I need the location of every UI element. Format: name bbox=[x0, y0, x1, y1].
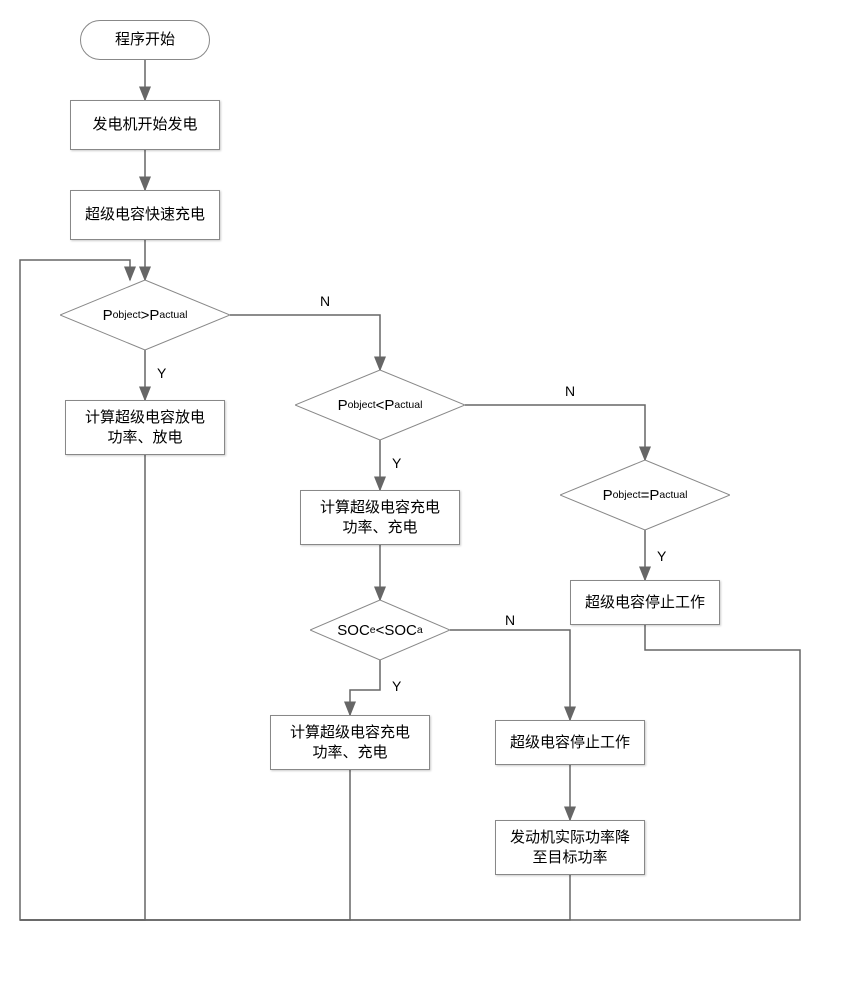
arrow-10 bbox=[465, 405, 645, 460]
edge-label-d1_n: N bbox=[320, 293, 330, 309]
process-calc_ch1: 计算超级电容充电功率、充电 bbox=[300, 490, 460, 545]
process-calc_ch2: 计算超级电容充电功率、充电 bbox=[270, 715, 430, 770]
arrow-4 bbox=[20, 260, 145, 920]
process-calc_dis: 计算超级电容放电功率、放电 bbox=[65, 400, 225, 455]
arrow-9 bbox=[20, 770, 350, 920]
terminator-start: 程序开始 bbox=[80, 20, 210, 60]
edge-label-d4_n: N bbox=[505, 612, 515, 628]
decision-d1: Pobject>Pactual bbox=[60, 280, 230, 350]
arrow-12 bbox=[20, 625, 800, 920]
edge-label-d2_y: Y bbox=[392, 455, 401, 471]
process-engine: 发动机实际功率降至目标功率 bbox=[495, 820, 645, 875]
edge-label-d4_y: Y bbox=[392, 678, 401, 694]
process-stop2: 超级电容停止工作 bbox=[495, 720, 645, 765]
decision-label-d1: Pobject>Pactual bbox=[60, 280, 230, 350]
process-stop1: 超级电容停止工作 bbox=[570, 580, 720, 625]
decision-d4: SOCe<SOCa bbox=[310, 600, 450, 660]
decision-label-d3: Pobject=Pactual bbox=[560, 460, 730, 530]
arrow-15 bbox=[20, 875, 570, 920]
decision-d2: Pobject<Pactual bbox=[295, 370, 465, 440]
edge-label-d1_y: Y bbox=[157, 365, 166, 381]
arrow-5 bbox=[230, 315, 380, 370]
process-gen: 发电机开始发电 bbox=[70, 100, 220, 150]
decision-label-d4: SOCe<SOCa bbox=[310, 600, 450, 660]
process-charge: 超级电容快速充电 bbox=[70, 190, 220, 240]
arrow-13 bbox=[450, 630, 570, 720]
arrow-8 bbox=[350, 660, 380, 715]
edge-label-d3_y: Y bbox=[657, 548, 666, 564]
edge-label-d2_n: N bbox=[565, 383, 575, 399]
decision-d3: Pobject=Pactual bbox=[560, 460, 730, 530]
decision-label-d2: Pobject<Pactual bbox=[295, 370, 465, 440]
